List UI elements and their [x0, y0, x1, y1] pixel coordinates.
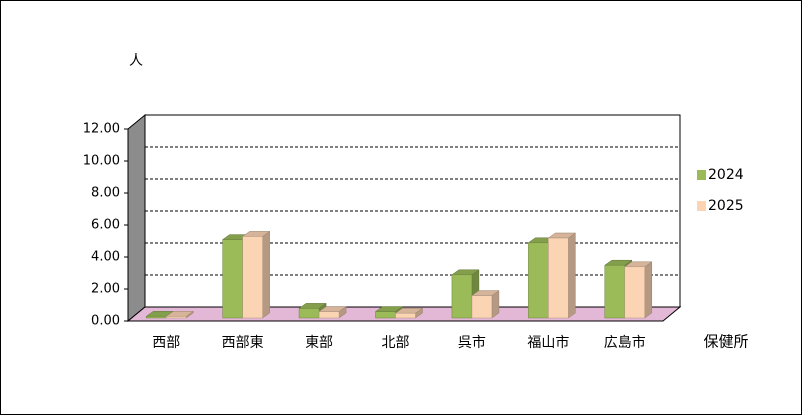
y-tick-label: 4.00 — [91, 250, 120, 265]
y-tick-label: 0.00 — [91, 314, 120, 329]
y-tick-label: 12.00 — [83, 122, 120, 137]
bar-side — [644, 261, 653, 319]
y-tick-label: 10.00 — [83, 154, 120, 169]
legend-label: 2024 — [708, 167, 744, 183]
legend-label: 2025 — [708, 198, 744, 214]
bar — [145, 316, 167, 319]
legend-swatch — [697, 201, 706, 211]
bar — [165, 316, 187, 319]
side-wall — [127, 113, 146, 323]
x-tick-label: 広島市 — [604, 334, 646, 351]
bar — [222, 239, 243, 319]
bar-side — [262, 230, 270, 319]
x-tick-label: 呉市 — [458, 334, 486, 351]
x-tick-label: 福山市 — [527, 334, 569, 351]
y-axis-label: 人 — [129, 53, 143, 69]
y-tick-label: 8.00 — [91, 186, 120, 201]
bar — [395, 312, 416, 319]
bar — [528, 242, 549, 319]
bar — [298, 308, 320, 319]
x-axis-label: 保健所 — [703, 333, 748, 351]
x-tick-label: 西部東 — [222, 335, 264, 351]
bar — [375, 311, 396, 319]
bar-side — [568, 232, 576, 319]
bar — [471, 295, 493, 319]
bar — [624, 266, 646, 319]
x-tick-label: 北部 — [382, 335, 410, 351]
y-tick-label: 6.00 — [91, 218, 120, 233]
bar — [604, 264, 626, 319]
x-tick-label: 西部 — [152, 335, 180, 351]
legend-swatch — [697, 170, 706, 180]
x-tick-label: 東部 — [305, 335, 333, 351]
bar — [242, 236, 263, 319]
bar — [451, 274, 473, 319]
y-tick-label: 2.00 — [91, 282, 120, 297]
bar — [548, 237, 569, 319]
bar — [318, 311, 340, 319]
